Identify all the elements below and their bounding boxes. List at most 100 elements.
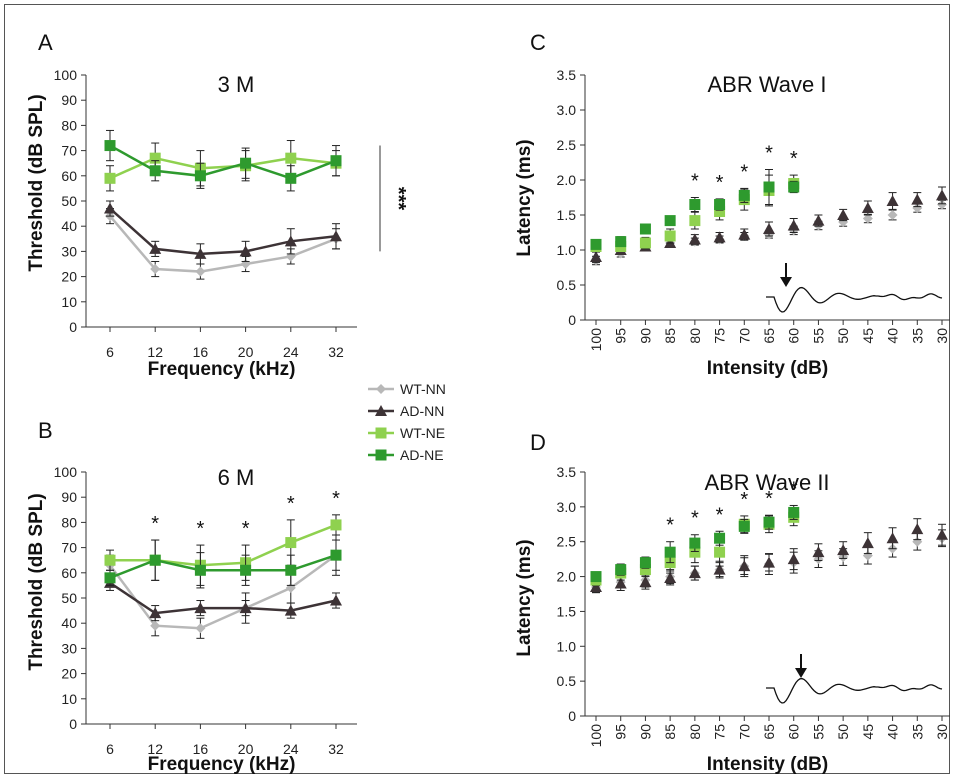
y-tick-label: 2.5 (557, 534, 577, 550)
data-point (285, 152, 297, 164)
significance-star: * (691, 171, 699, 193)
y-tick-label: 90 (61, 92, 77, 108)
y-tick-label: 0 (568, 708, 576, 724)
data-point (330, 155, 342, 167)
data-point (639, 576, 652, 588)
series-wt-nn (105, 539, 341, 639)
y-tick-label: 3.5 (557, 67, 577, 83)
y-tick-label: 2.0 (557, 172, 577, 188)
x-tick-label: 16 (193, 741, 209, 757)
significance-star: * (765, 143, 773, 165)
significance-star: * (332, 488, 340, 510)
panel-D: D ABR Wave II 0 0.5 1.0 1.5 2.0 2.5 3.0 3.5 100 95 9… (514, 430, 950, 775)
y-tick-label: 3.0 (557, 499, 577, 515)
data-point (812, 546, 825, 558)
series-line (109, 207, 337, 256)
significance-star: * (765, 488, 773, 510)
data-point (639, 237, 651, 249)
x-tick-label: 100 (588, 328, 604, 352)
chart-title: 6 M (218, 465, 255, 490)
x-tick-label: 45 (860, 724, 876, 740)
data-point (285, 564, 297, 576)
x-tick-label: 30 (934, 328, 950, 344)
panel-letter: D (530, 430, 546, 455)
data-point (330, 594, 342, 606)
data-point (330, 549, 342, 561)
x-axis-label: Frequency (kHz) (148, 359, 296, 380)
x-tick-label: 75 (712, 724, 728, 740)
significance-star: * (242, 518, 250, 540)
series-wt-nn (105, 208, 341, 280)
significance-star: * (691, 508, 699, 530)
data-point (812, 214, 825, 226)
significance-star: * (790, 148, 798, 170)
data-point (886, 195, 899, 206)
data-point (713, 231, 726, 243)
y-tick-label: 3.0 (557, 102, 577, 118)
series-line (109, 215, 337, 273)
data-point (763, 223, 775, 234)
data-point (738, 520, 750, 532)
x-tick-label: 55 (810, 724, 826, 740)
series-ad-nn (104, 200, 342, 265)
y-tick-label: 10 (61, 691, 77, 707)
data-point (150, 620, 161, 631)
series-ad-ne (590, 169, 800, 250)
data-point (195, 623, 206, 634)
y-tick-label: 50 (61, 193, 77, 209)
y-axis-label: Threshold (dB SPL) (26, 493, 47, 670)
data-point (104, 172, 116, 184)
y-tick-label: 1.5 (557, 207, 577, 223)
data-point (788, 506, 800, 518)
x-tick-label: 12 (147, 741, 163, 757)
significance-label: *** (387, 187, 409, 211)
significance-star: * (740, 489, 748, 511)
y-tick-label: 0.5 (557, 673, 577, 689)
data-point (664, 230, 676, 242)
legend-label: WT-NN (400, 381, 446, 397)
data-point (763, 556, 775, 568)
x-tick-label: 24 (283, 344, 299, 360)
data-point (639, 223, 651, 235)
data-point (194, 247, 207, 259)
y-tick-label: 80 (61, 514, 77, 530)
data-point (284, 235, 297, 247)
significance-star: * (716, 172, 724, 194)
series-line (109, 144, 337, 180)
y-tick-label: 2.0 (557, 569, 577, 585)
y-tick-label: 50 (61, 590, 77, 606)
x-tick-label: 24 (283, 741, 299, 757)
data-point (714, 206, 726, 217)
y-tick-label: 100 (54, 67, 78, 83)
chart-title: ABR Wave I (708, 72, 827, 97)
data-point (664, 215, 676, 227)
y-tick-label: 0 (69, 716, 77, 732)
data-point (639, 564, 651, 576)
data-point (688, 567, 701, 579)
y-tick-label: 90 (61, 489, 77, 505)
y-axis-label: Threshold (dB SPL) (26, 94, 47, 271)
y-tick-label: 0 (568, 312, 576, 328)
data-point (639, 557, 651, 569)
abr-inset-wave-1 (766, 263, 943, 313)
x-tick-label: 95 (613, 724, 629, 740)
x-tick-label: 35 (909, 328, 925, 344)
panel-letter: C (530, 30, 546, 55)
data-point (195, 266, 206, 277)
series-line (110, 523, 337, 567)
data-point (104, 572, 116, 584)
series-ad-ne (104, 534, 342, 589)
data-point (911, 523, 924, 535)
legend-item: AD-NE (368, 444, 488, 466)
legend-marker (375, 449, 387, 461)
y-tick-label: 10 (61, 294, 77, 310)
y-tick-label: 1.0 (557, 638, 577, 654)
x-tick-label: 80 (687, 724, 703, 740)
chart-title: 3 M (218, 72, 255, 97)
data-point (738, 228, 751, 240)
data-point (614, 577, 627, 589)
panel-C: C ABR Wave I 0 0.5 1.0 1.5 2.0 2.5 3.0 3.5 100 95 90… (514, 30, 950, 379)
data-point (714, 546, 726, 558)
series-line (109, 156, 337, 180)
data-point (615, 564, 627, 576)
